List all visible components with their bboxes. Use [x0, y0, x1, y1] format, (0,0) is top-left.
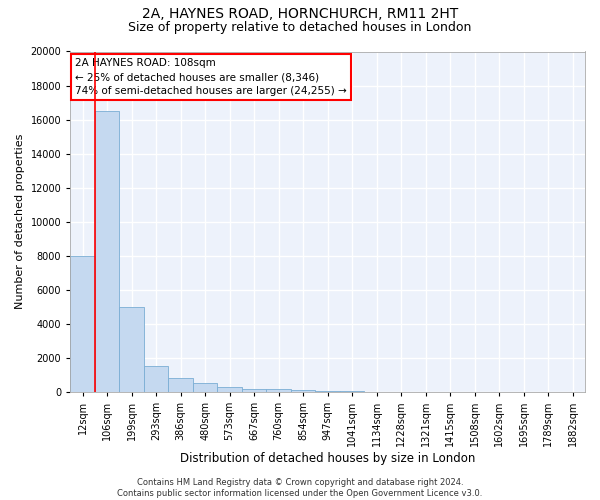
Text: Contains HM Land Registry data © Crown copyright and database right 2024.
Contai: Contains HM Land Registry data © Crown c… — [118, 478, 482, 498]
Text: 2A HAYNES ROAD: 108sqm
← 25% of detached houses are smaller (8,346)
74% of semi-: 2A HAYNES ROAD: 108sqm ← 25% of detached… — [76, 58, 347, 96]
Bar — [291, 390, 316, 392]
X-axis label: Distribution of detached houses by size in London: Distribution of detached houses by size … — [180, 452, 475, 465]
Bar — [119, 307, 144, 392]
Bar — [95, 111, 119, 392]
Text: 2A, HAYNES ROAD, HORNCHURCH, RM11 2HT: 2A, HAYNES ROAD, HORNCHURCH, RM11 2HT — [142, 8, 458, 22]
Bar — [217, 387, 242, 392]
Bar — [70, 256, 95, 392]
Bar — [242, 388, 266, 392]
Bar — [144, 366, 169, 392]
Text: Size of property relative to detached houses in London: Size of property relative to detached ho… — [128, 21, 472, 34]
Y-axis label: Number of detached properties: Number of detached properties — [15, 134, 25, 310]
Bar — [169, 378, 193, 392]
Bar — [266, 390, 291, 392]
Bar — [316, 391, 340, 392]
Bar — [193, 384, 217, 392]
